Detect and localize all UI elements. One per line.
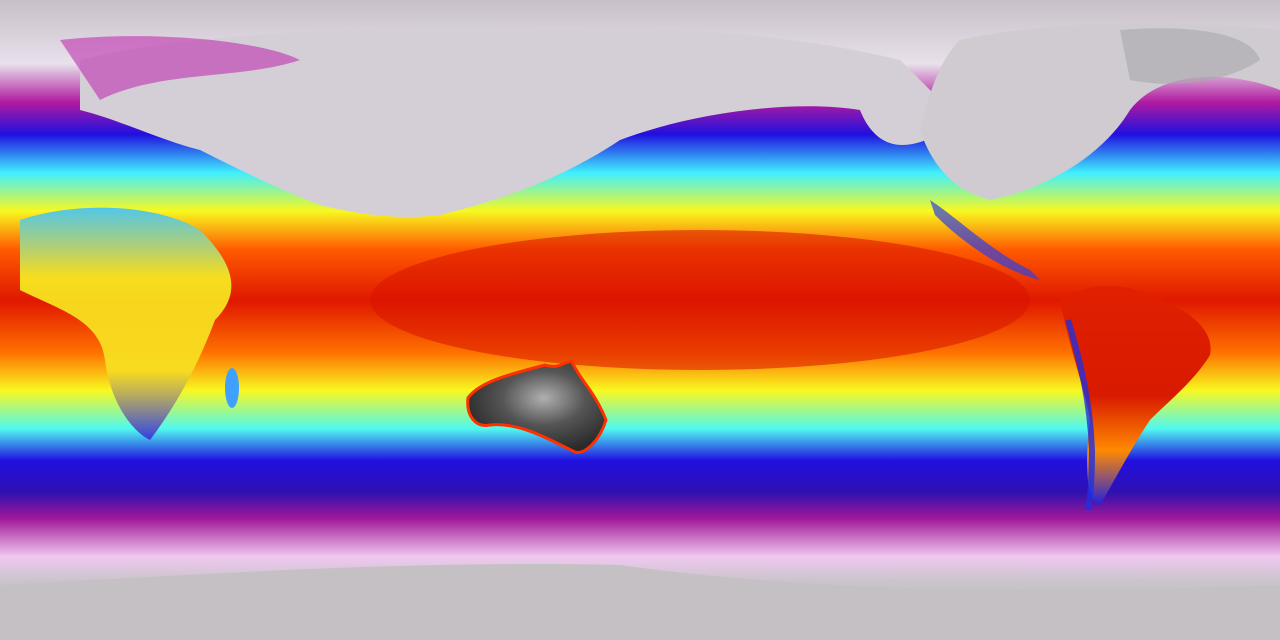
eurasia-landmass: [80, 28, 960, 217]
africa-landmass: [20, 207, 232, 440]
siberia-magenta-edge: [60, 36, 300, 100]
south-america-landmass: [1060, 285, 1211, 505]
australia-landmass: [466, 360, 608, 454]
central-america: [930, 200, 1040, 280]
andes-cold-strip: [1065, 319, 1096, 511]
madagascar: [225, 368, 239, 408]
greenland-region: [1120, 28, 1260, 84]
warm-pool: [370, 230, 1030, 370]
antarctica-landmass: [0, 564, 1280, 640]
